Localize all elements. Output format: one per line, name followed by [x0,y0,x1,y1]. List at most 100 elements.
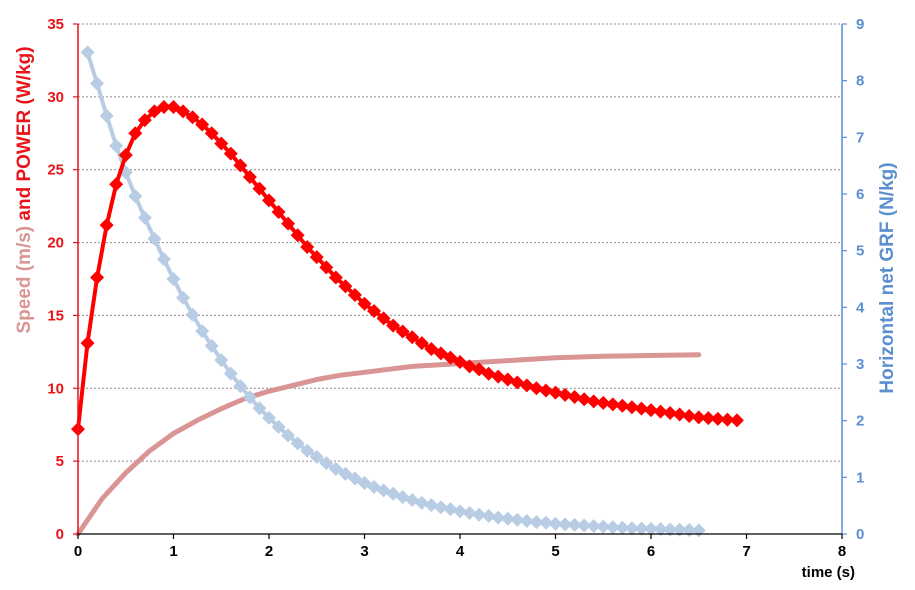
power-point [577,392,592,407]
power-point [233,158,248,173]
grf-point [166,272,181,286]
power-point [367,304,382,319]
power-point [223,146,238,161]
speed-series-line [75,352,702,537]
power-point [357,296,372,311]
power-point [118,148,133,163]
power-point [567,390,582,405]
grf-point [577,518,592,533]
grf-point [80,45,95,60]
x-tick-label: 1 [169,543,177,560]
power-point [185,110,200,125]
grf-point [233,379,248,394]
grf-point [519,513,534,528]
grf-point [347,471,362,486]
grf-point [462,506,477,521]
power-point [624,400,639,415]
x-tick-label: 7 [742,543,750,560]
power-point [242,170,257,184]
grf-point [223,366,238,381]
grf-point [558,517,573,532]
power-point [281,216,296,231]
grf-point [634,521,649,536]
grf-point [195,324,210,339]
grf-point [663,522,678,537]
gridlines [78,23,842,462]
grf-point [433,500,448,515]
power-point [195,117,210,132]
right-tick-label: 1 [856,469,864,486]
left-tick-label: 20 [47,235,64,252]
right-tick-label: 4 [856,299,865,316]
grf-point [137,210,152,225]
right-tick-label: 2 [856,413,864,430]
x-tick-label: 2 [265,543,273,560]
grf-point [414,495,429,510]
grf-point [548,516,563,531]
left-axis-title-power: POWER (W/kg) [14,46,35,181]
grf-point [491,510,506,525]
grf-point [271,419,286,434]
tick-labels: 0 5 10 15 20 25 30 35 0 1 2 3 4 5 6 7 8 9 0 1 2 3 4 5 6 7 8 [47,16,865,560]
power-point [290,228,305,243]
grf-point [672,522,687,537]
right-tick-label: 5 [856,243,864,260]
grf-point [262,410,276,425]
grf-point [691,523,706,538]
power-point [214,136,229,151]
grf-point [156,252,171,267]
grf-point [99,108,114,123]
power-point [634,401,649,416]
grf-point [586,519,601,534]
power-point [538,383,553,398]
left-tick-label: 25 [47,162,64,179]
power-point [586,394,601,409]
grf-point [252,401,267,416]
grf-point [185,307,200,322]
grf-series-line [85,51,699,533]
power-point [644,403,658,418]
power-point [156,100,171,115]
x-tick-label: 5 [551,543,559,560]
grf-point [214,353,229,368]
right-tick-label: 0 [856,526,864,543]
grf-point [176,290,191,305]
power-point [596,395,611,410]
grf-point [624,521,639,536]
power-point [691,410,706,425]
power-point [99,218,114,233]
grf-point [453,504,467,519]
grf-point [204,338,219,353]
power-point [309,250,324,265]
power-point [252,181,267,196]
power-point [729,413,744,428]
right-tick-label: 6 [856,186,864,203]
grf-point [500,511,515,526]
grf-point [242,390,257,405]
power-point [710,411,725,426]
power-point [90,270,105,285]
grf-point [510,512,525,527]
power-point [109,177,124,192]
right-tick-label: 7 [856,129,864,146]
left-tick-label: 15 [47,307,64,324]
left-axis-title-speed: Speed (m/s) [14,226,35,334]
grf-point [319,456,334,471]
grf-point [281,428,296,443]
power-point [653,404,668,419]
series-layer [71,45,744,538]
grf-point [529,515,544,530]
power-point [663,406,678,421]
power-point [204,126,219,141]
grf-point [290,436,305,451]
right-tick-label: 8 [856,73,864,90]
grf-point [443,502,458,517]
x-tick-label: 4 [456,543,465,560]
grf-point [328,461,343,476]
grf-point [109,138,124,153]
grf-point [538,515,553,530]
power-point [262,193,276,208]
power-point [80,336,95,351]
grf-point [605,520,620,535]
